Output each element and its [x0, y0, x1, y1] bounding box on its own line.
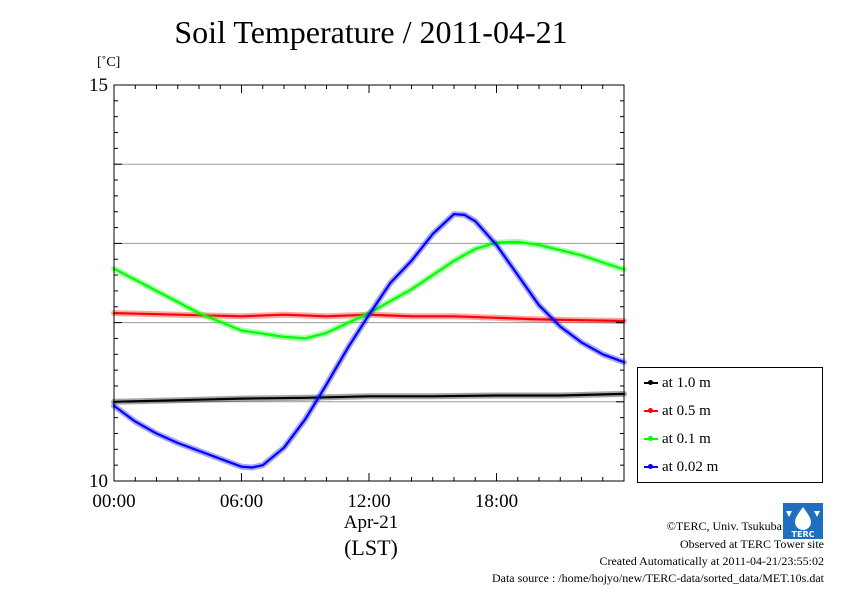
series-line-2	[112, 240, 626, 340]
y-tick-label-1: 15	[89, 75, 108, 96]
footer-created: Created Automatically at 2011-04-21/23:5…	[599, 554, 824, 568]
legend-item-01m: at 0.1 m	[644, 429, 711, 449]
x-axis-label: Apr-21	[343, 512, 399, 533]
legend-swatch-002m	[644, 464, 658, 469]
x-axis-sublabel: (LST)	[344, 535, 398, 560]
legend-label-1m: at 1.0 m	[662, 374, 711, 391]
x-tick-label-0: 00:00	[92, 491, 135, 512]
plot-frame	[113, 84, 625, 482]
series-line-3	[112, 213, 626, 469]
legend-label-01m: at 0.1 m	[662, 430, 711, 447]
x-tick-label-2: 12:00	[347, 491, 390, 512]
legend-item-1m: at 1.0 m	[644, 373, 711, 393]
series-line-0	[112, 392, 626, 403]
y-axis-unit: [˚C]	[97, 55, 121, 70]
legend-swatch-01m	[644, 436, 658, 441]
legend-label-002m: at 0.02 m	[662, 458, 719, 475]
footer-source: Data source : /home/hojyo/new/TERC-data/…	[491, 571, 824, 585]
footer-observed: Observed at TERC Tower site	[679, 537, 824, 551]
legend: at 1.0 m at 0.5 m at 0.1 m at 0.02 m	[637, 367, 823, 483]
legend-swatch-1m	[644, 380, 658, 385]
legend-item-002m: at 0.02 m	[644, 457, 718, 477]
series-line-1	[112, 312, 626, 323]
logo-text: TERC	[792, 530, 815, 539]
y-tick-label-0: 10	[89, 471, 108, 492]
legend-label-05m: at 0.5 m	[662, 402, 711, 419]
chart-title: Soil Temperature / 2011-04-21	[174, 14, 568, 50]
legend-swatch-05m	[644, 408, 658, 413]
x-tick-label-1: 06:00	[220, 491, 263, 512]
footer-copyright: ©TERC, Univ. Tsukuba	[666, 519, 782, 533]
terc-logo-icon: TERC	[783, 503, 823, 539]
legend-item-05m: at 0.5 m	[644, 401, 711, 421]
series-band-3	[111, 211, 627, 471]
series-band-2	[111, 238, 627, 342]
x-tick-label-3: 18:00	[475, 491, 518, 512]
